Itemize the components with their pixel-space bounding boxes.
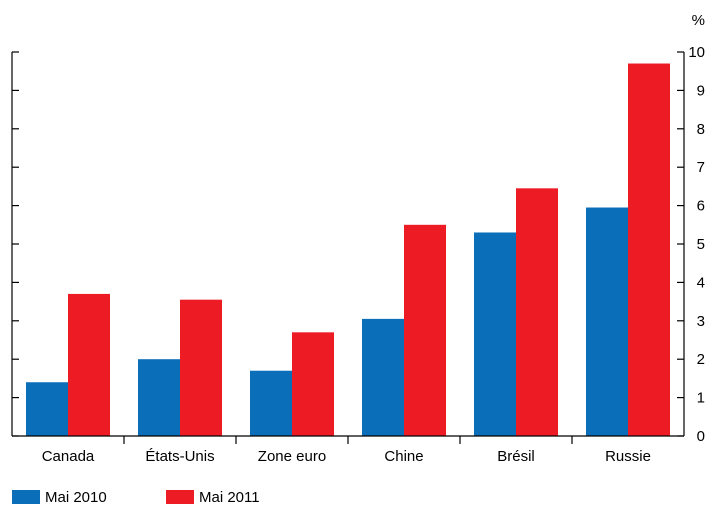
- x-category-label-6: Russie: [605, 448, 651, 465]
- x-category-label-3: Zone euro: [258, 448, 326, 465]
- legend-label-2: Mai 2011: [199, 489, 260, 506]
- y-tick-label-9: 9: [697, 82, 705, 99]
- x-category-label-5: Brésil: [497, 448, 535, 465]
- legend-label-1: Mai 2010: [45, 489, 107, 506]
- bar-2-4: [404, 224, 446, 436]
- axes-layer: 0 1 2 3 4 5 6 7 8 9 10 Canada États-Unis Zone euro Chi…: [11, 44, 705, 465]
- y-tick-label-1: 1: [697, 390, 705, 407]
- y-axis-unit-label: %: [692, 12, 705, 29]
- y-tick-label-8: 8: [697, 121, 705, 138]
- bar-1-2: [138, 359, 180, 436]
- bar-2-3: [292, 332, 334, 436]
- y-tick-label-3: 3: [697, 313, 705, 330]
- bar-1-6: [586, 207, 628, 436]
- bar-2-6: [628, 63, 670, 437]
- legend-swatch-2: [166, 490, 194, 504]
- bar-1-4: [362, 318, 404, 436]
- y-tick-label-7: 7: [697, 159, 705, 176]
- x-category-label-4: Chine: [384, 448, 423, 465]
- bar-1-1: [26, 382, 68, 436]
- y-tick-label-4: 4: [697, 274, 705, 291]
- bar-2-1: [68, 293, 110, 436]
- y-tick-label-0: 0: [697, 428, 705, 445]
- y-tick-label-6: 6: [697, 198, 705, 215]
- bar-1-5: [474, 232, 516, 436]
- y-tick-label-5: 5: [697, 236, 705, 253]
- x-category-label-1: Canada: [42, 448, 95, 465]
- legend-swatch-1: [12, 490, 40, 504]
- legend: Mai 2010 Mai 2011: [12, 489, 260, 506]
- bar-2-2: [180, 299, 222, 436]
- x-category-label-2: États-Unis: [145, 448, 214, 465]
- y-tick-label-10: 10: [688, 44, 705, 61]
- y-tick-label-2: 2: [697, 351, 705, 368]
- bar-2-5: [516, 188, 558, 436]
- bar-1-3: [250, 370, 292, 436]
- bars-layer: [26, 63, 670, 437]
